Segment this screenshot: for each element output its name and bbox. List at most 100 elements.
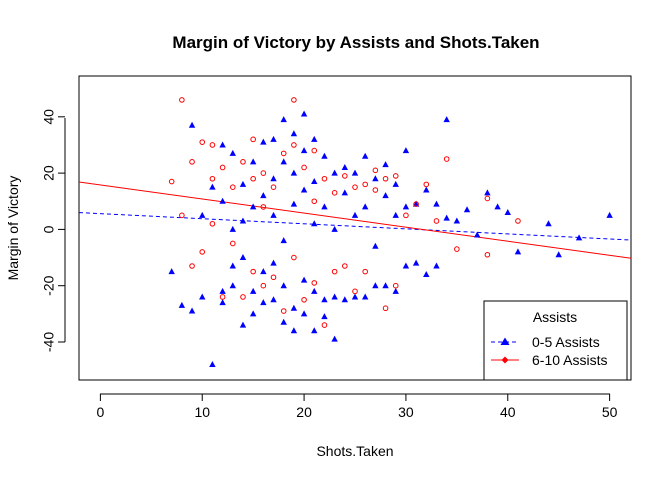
- point-assists-0-5: [311, 220, 318, 227]
- point-assists-6-10: [372, 187, 379, 193]
- point-assists-0-5: [402, 147, 410, 154]
- x-tick-label: 30: [398, 404, 414, 420]
- point-assists-6-10: [454, 246, 460, 252]
- y-tick-label: -40: [41, 332, 57, 352]
- point-assists-0-5: [290, 169, 298, 176]
- point-assists-0-5: [331, 169, 338, 176]
- point-assists-0-5: [351, 169, 359, 176]
- point-assists-0-5: [321, 313, 328, 320]
- point-assists-0-5: [249, 287, 257, 294]
- point-assists-0-5: [249, 158, 257, 165]
- point-assists-6-10: [199, 249, 206, 255]
- point-assists-0-5: [209, 361, 216, 368]
- point-assists-6-10: [321, 322, 328, 328]
- y-tick-label: 0: [41, 225, 57, 233]
- point-assists-0-5: [321, 203, 328, 210]
- point-assists-6-10: [260, 204, 267, 210]
- point-assists-6-10: [291, 142, 297, 148]
- point-assists-0-5: [178, 301, 186, 308]
- point-assists-0-5: [290, 304, 298, 311]
- point-assists-0-5: [290, 327, 298, 334]
- legend-triangle-marker-icon: [500, 337, 510, 345]
- point-assists-0-5: [351, 293, 359, 300]
- x-tick-label: 40: [500, 404, 516, 420]
- point-assists-6-10: [240, 159, 246, 165]
- y-axis-label: Margin of Victory: [5, 176, 21, 281]
- point-assists-6-10: [342, 173, 348, 179]
- point-assists-6-10: [179, 212, 185, 219]
- point-assists-6-10: [291, 97, 297, 103]
- point-assists-0-5: [341, 189, 349, 196]
- point-assists-0-5: [290, 200, 298, 207]
- point-assists-0-5: [443, 116, 450, 123]
- point-assists-6-10: [179, 97, 185, 103]
- point-assists-6-10: [240, 294, 246, 300]
- point-assists-0-5: [280, 282, 287, 289]
- legend-diamond-marker-icon: [501, 356, 509, 364]
- point-assists-0-5: [239, 321, 247, 328]
- point-assists-0-5: [249, 310, 257, 317]
- point-assists-0-5: [341, 296, 349, 303]
- point-assists-0-5: [331, 293, 338, 300]
- point-assists-0-5: [311, 287, 318, 294]
- x-axis: 0 10 20 30 40 50: [96, 393, 618, 420]
- point-assists-0-5: [229, 282, 236, 289]
- point-assists-6-10: [301, 296, 307, 303]
- point-assists-6-10: [209, 220, 216, 227]
- point-assists-6-10: [342, 263, 348, 269]
- point-assists-0-5: [280, 237, 287, 244]
- point-assists-0-5: [229, 225, 236, 232]
- point-assists-0-5: [311, 178, 318, 185]
- point-assists-0-5: [361, 203, 369, 210]
- point-assists-6-10: [219, 164, 226, 171]
- point-assists-0-5: [229, 149, 236, 156]
- point-assists-0-5: [311, 327, 318, 334]
- point-assists-6-10: [260, 282, 267, 289]
- point-assists-0-5: [321, 296, 328, 303]
- point-assists-0-5: [280, 116, 287, 123]
- point-assists-6-10: [392, 173, 399, 179]
- point-assists-0-5: [270, 211, 277, 218]
- legend-box: [483, 300, 628, 381]
- point-assists-0-5: [260, 138, 267, 145]
- point-assists-0-5: [209, 183, 216, 190]
- legend-label-assists-6-10: 6-10 Assists: [532, 352, 607, 368]
- point-assists-6-10: [331, 268, 338, 275]
- point-assists-0-5: [199, 211, 206, 218]
- point-assists-6-10: [443, 156, 450, 162]
- point-assists-0-5: [382, 192, 389, 199]
- legend: Assists 0-5 Assists 6-10 Assists: [483, 300, 628, 381]
- point-assists-6-10: [250, 268, 256, 275]
- point-assists-0-5: [280, 318, 287, 325]
- point-assists-0-5: [504, 209, 511, 216]
- point-assists-6-10: [362, 181, 368, 188]
- point-assists-6-10: [260, 170, 267, 176]
- x-tick-label: 20: [296, 404, 312, 420]
- point-assists-0-5: [484, 189, 491, 196]
- point-assists-0-5: [331, 335, 338, 342]
- point-assists-0-5: [260, 299, 267, 306]
- point-assists-0-5: [575, 234, 583, 241]
- point-assists-0-5: [341, 163, 349, 170]
- point-assists-0-5: [382, 161, 389, 168]
- point-assists-0-5: [372, 175, 379, 182]
- point-assists-6-10: [189, 159, 195, 165]
- chart-title: Margin of Victory by Assists and Shots.T…: [172, 33, 539, 52]
- point-assists-6-10: [331, 190, 338, 196]
- point-assists-6-10: [229, 184, 236, 190]
- point-assists-0-5: [555, 251, 562, 258]
- point-assists-0-5: [219, 287, 226, 294]
- point-assists-0-5: [249, 203, 257, 210]
- plot-frame: [78, 75, 632, 381]
- point-assists-6-10: [280, 150, 287, 157]
- point-assists-6-10: [382, 175, 389, 182]
- point-assists-0-5: [300, 276, 308, 283]
- point-assists-0-5: [219, 197, 226, 204]
- point-assists-0-5: [545, 220, 552, 227]
- point-assists-0-5: [239, 254, 247, 261]
- point-assists-6-10: [382, 305, 389, 312]
- point-assists-0-5: [402, 262, 410, 269]
- point-assists-0-5: [453, 217, 461, 224]
- x-axis-label: Shots.Taken: [316, 443, 393, 459]
